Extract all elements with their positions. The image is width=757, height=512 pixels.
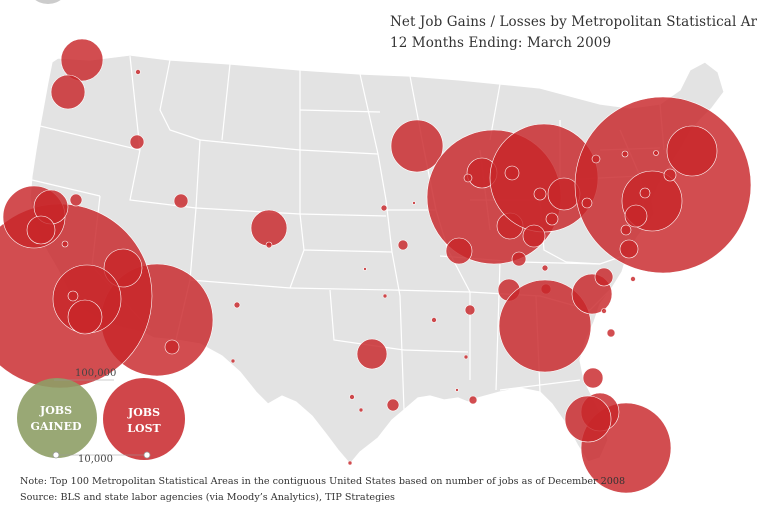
source-note: Source: BLS and state labor agencies (vi…: [20, 492, 395, 503]
cutoff-circle: [35, 0, 61, 4]
legend-scale-marker-small-right: [143, 451, 151, 459]
job-loss-circles: [0, 38, 752, 494]
footnote: Note: Top 100 Metropolitan Statistical A…: [20, 476, 626, 487]
legend-jobs-gained-circle: [17, 378, 97, 458]
legend-jobs-lost-circle: [103, 378, 185, 460]
legend-scale-label-small: 10,000: [78, 454, 113, 465]
map-title-line-2: 12 Months Ending: March 2009: [390, 35, 612, 51]
legend-gained-label-1: JOBS: [39, 404, 72, 417]
legend: JOBS GAINED JOBS LOST: [17, 378, 185, 460]
legend-lost-label-1: JOBS: [127, 406, 160, 419]
map-title-line-1: Net Job Gains / Losses by Metropolitan S…: [390, 14, 757, 30]
legend-scale-label-large: 100,000: [75, 368, 117, 379]
legend-gained-label-2: GAINED: [30, 420, 82, 433]
legend-scale-marker-small-left: [52, 451, 60, 459]
legend-lost-label-2: LOST: [127, 422, 161, 435]
